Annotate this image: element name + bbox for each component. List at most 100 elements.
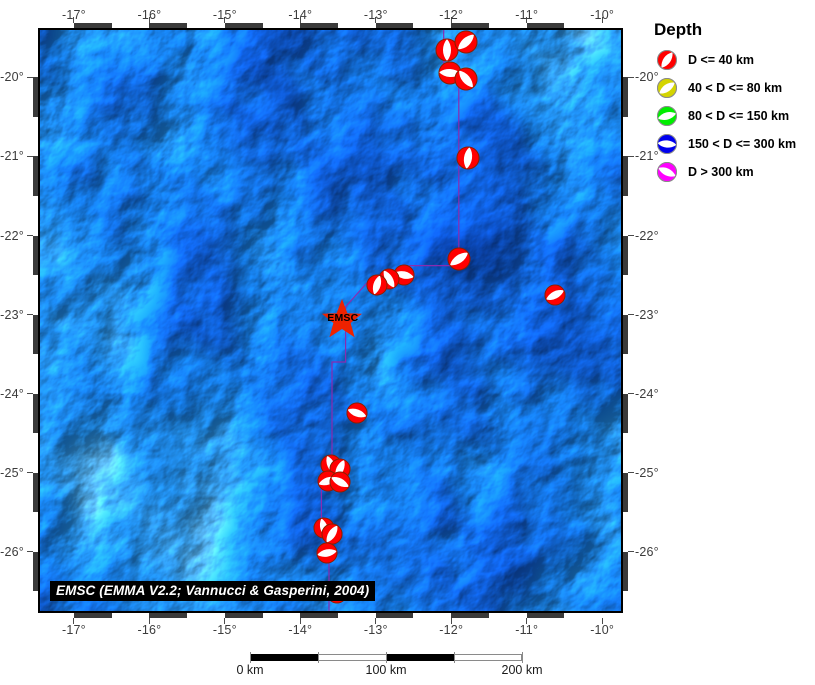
lat-tick xyxy=(628,472,634,474)
lon-tick-label-bottom: -15° xyxy=(212,623,237,637)
frame-band-right xyxy=(623,30,628,611)
legend-title: Depth xyxy=(654,20,703,39)
scale-bar-tick xyxy=(454,652,455,663)
legend-rows: D <= 40 km 40 < D <= 80 km 80 < D <= 150 k… xyxy=(652,46,812,186)
legend-beachball-icon xyxy=(652,103,682,129)
lat-tick xyxy=(628,551,634,553)
lat-tick xyxy=(628,155,634,157)
lon-tick-label-top: -14° xyxy=(288,8,313,22)
lon-tick xyxy=(224,618,226,624)
lat-tick-label-right: -22° xyxy=(635,228,659,243)
lat-tick-label-right: -21° xyxy=(635,149,659,164)
legend-item-label: 150 < D <= 300 km xyxy=(688,137,797,151)
lon-tick-label-bottom: -17° xyxy=(62,623,86,637)
legend-beachball-icon xyxy=(652,159,682,185)
focal-mechanism-beachball[interactable] xyxy=(446,246,472,272)
lat-tick xyxy=(628,76,634,78)
lon-tick xyxy=(601,17,603,23)
focal-mechanism-beachball[interactable] xyxy=(328,470,352,494)
lon-tick xyxy=(224,17,226,23)
lon-tick-label-bottom: -11° xyxy=(515,623,539,637)
lon-tick xyxy=(450,618,452,624)
legend-item-label: D <= 40 km xyxy=(688,53,755,67)
focal-mechanism-beachball[interactable] xyxy=(543,283,567,307)
lon-tick xyxy=(450,17,452,23)
focal-mechanism-beachball[interactable] xyxy=(434,37,460,63)
legend-item[interactable]: 80 < D <= 150 km xyxy=(652,102,812,130)
scale-bar-segment xyxy=(250,654,318,661)
lat-tick-label-left: -22° xyxy=(0,228,24,243)
lat-tick xyxy=(628,314,634,316)
legend-item[interactable]: D > 300 km xyxy=(652,158,812,186)
epicenter-star-icon xyxy=(321,298,362,337)
focal-mechanism-beachball[interactable] xyxy=(315,541,339,565)
depth-legend: Depth D <= 40 km 40 < D <= 80 km 80 < D <=… xyxy=(652,20,812,186)
lat-tick-label-right: -24° xyxy=(635,386,659,401)
data-source-credit: EMSC (EMMA V2.2; Vannucci & Gasperini, 2… xyxy=(50,581,376,601)
scale-bar-label: 200 km xyxy=(501,663,543,677)
focal-mechanism-beachball[interactable] xyxy=(453,66,479,92)
lat-tick xyxy=(27,472,33,474)
lon-tick-label-top: -13° xyxy=(363,8,388,22)
lon-tick-label-bottom: -10° xyxy=(590,623,615,637)
lat-tick-label-left: -26° xyxy=(0,544,24,559)
lon-tick xyxy=(526,618,528,624)
legend-item[interactable]: 150 < D <= 300 km xyxy=(652,130,812,158)
scale-bar-tick xyxy=(522,652,523,663)
scale-bar-tick xyxy=(250,652,251,663)
frame-band-bottom xyxy=(40,613,621,618)
legend-item-label: 80 < D <= 150 km xyxy=(688,109,790,123)
legend-item[interactable]: D <= 40 km xyxy=(652,46,812,74)
frame-band-left xyxy=(33,30,38,611)
lon-tick xyxy=(526,17,528,23)
lat-tick xyxy=(27,76,33,78)
lon-tick-label-bottom: -12° xyxy=(439,623,464,637)
map-panel[interactable]: EMSC EMSC (EMMA V2.2; Vannucci & Gasperi… xyxy=(33,23,628,618)
lon-tick-label-top: -16° xyxy=(137,8,162,22)
focal-mechanism-beachball[interactable] xyxy=(345,401,369,425)
legend-item-label: 40 < D <= 80 km xyxy=(688,81,783,95)
lon-tick-label-top: -11° xyxy=(515,8,539,22)
legend-item-label: D > 300 km xyxy=(688,165,754,179)
lat-tick-label-left: -25° xyxy=(0,465,24,480)
lon-tick-label-bottom: -16° xyxy=(137,623,162,637)
lat-tick-label-left: -23° xyxy=(0,307,24,322)
legend-item[interactable]: 40 < D <= 80 km xyxy=(652,74,812,102)
legend-beachball-icon xyxy=(652,131,682,157)
bathymetry-map-canvas[interactable] xyxy=(40,30,621,611)
lon-tick xyxy=(375,17,377,23)
lat-tick xyxy=(27,314,33,316)
lon-tick-label-bottom: -13° xyxy=(363,623,388,637)
focal-mechanism-beachball[interactable] xyxy=(455,145,481,171)
lon-tick xyxy=(73,17,75,23)
lon-tick xyxy=(601,618,603,624)
lat-tick-label-right: -23° xyxy=(635,307,659,322)
lon-tick-label-bottom: -14° xyxy=(288,623,313,637)
lon-tick-label-top: -17° xyxy=(62,8,86,22)
lat-tick-label-right: -26° xyxy=(635,544,659,559)
scale-bar-label: 0 km xyxy=(236,663,264,677)
scale-bar-label: 100 km xyxy=(365,663,407,677)
legend-beachball-icon xyxy=(652,47,682,73)
focal-mechanism-beachball[interactable] xyxy=(365,273,389,297)
lat-tick-label-left: -21° xyxy=(0,149,24,164)
focal-mechanism-beachball[interactable] xyxy=(453,29,479,55)
lon-tick xyxy=(299,618,301,624)
lat-tick xyxy=(628,393,634,395)
scale-bar-segment xyxy=(386,654,454,661)
scale-bar: 0 km 100 km 200 km xyxy=(236,650,543,680)
lon-tick xyxy=(73,618,75,624)
lon-tick-label-top: -15° xyxy=(212,8,237,22)
lat-tick xyxy=(27,235,33,237)
lon-tick xyxy=(148,17,150,23)
plate-boundary-overlay xyxy=(320,30,460,611)
lon-tick xyxy=(375,618,377,624)
legend-beachball-icon xyxy=(652,75,682,101)
lat-tick-label-left: -24° xyxy=(0,386,24,401)
lat-tick xyxy=(27,155,33,157)
epicenter-label: EMSC xyxy=(327,311,359,324)
lon-tick xyxy=(148,618,150,624)
lat-tick-label-left: -20° xyxy=(0,70,24,85)
scale-bar-tick xyxy=(386,652,387,663)
